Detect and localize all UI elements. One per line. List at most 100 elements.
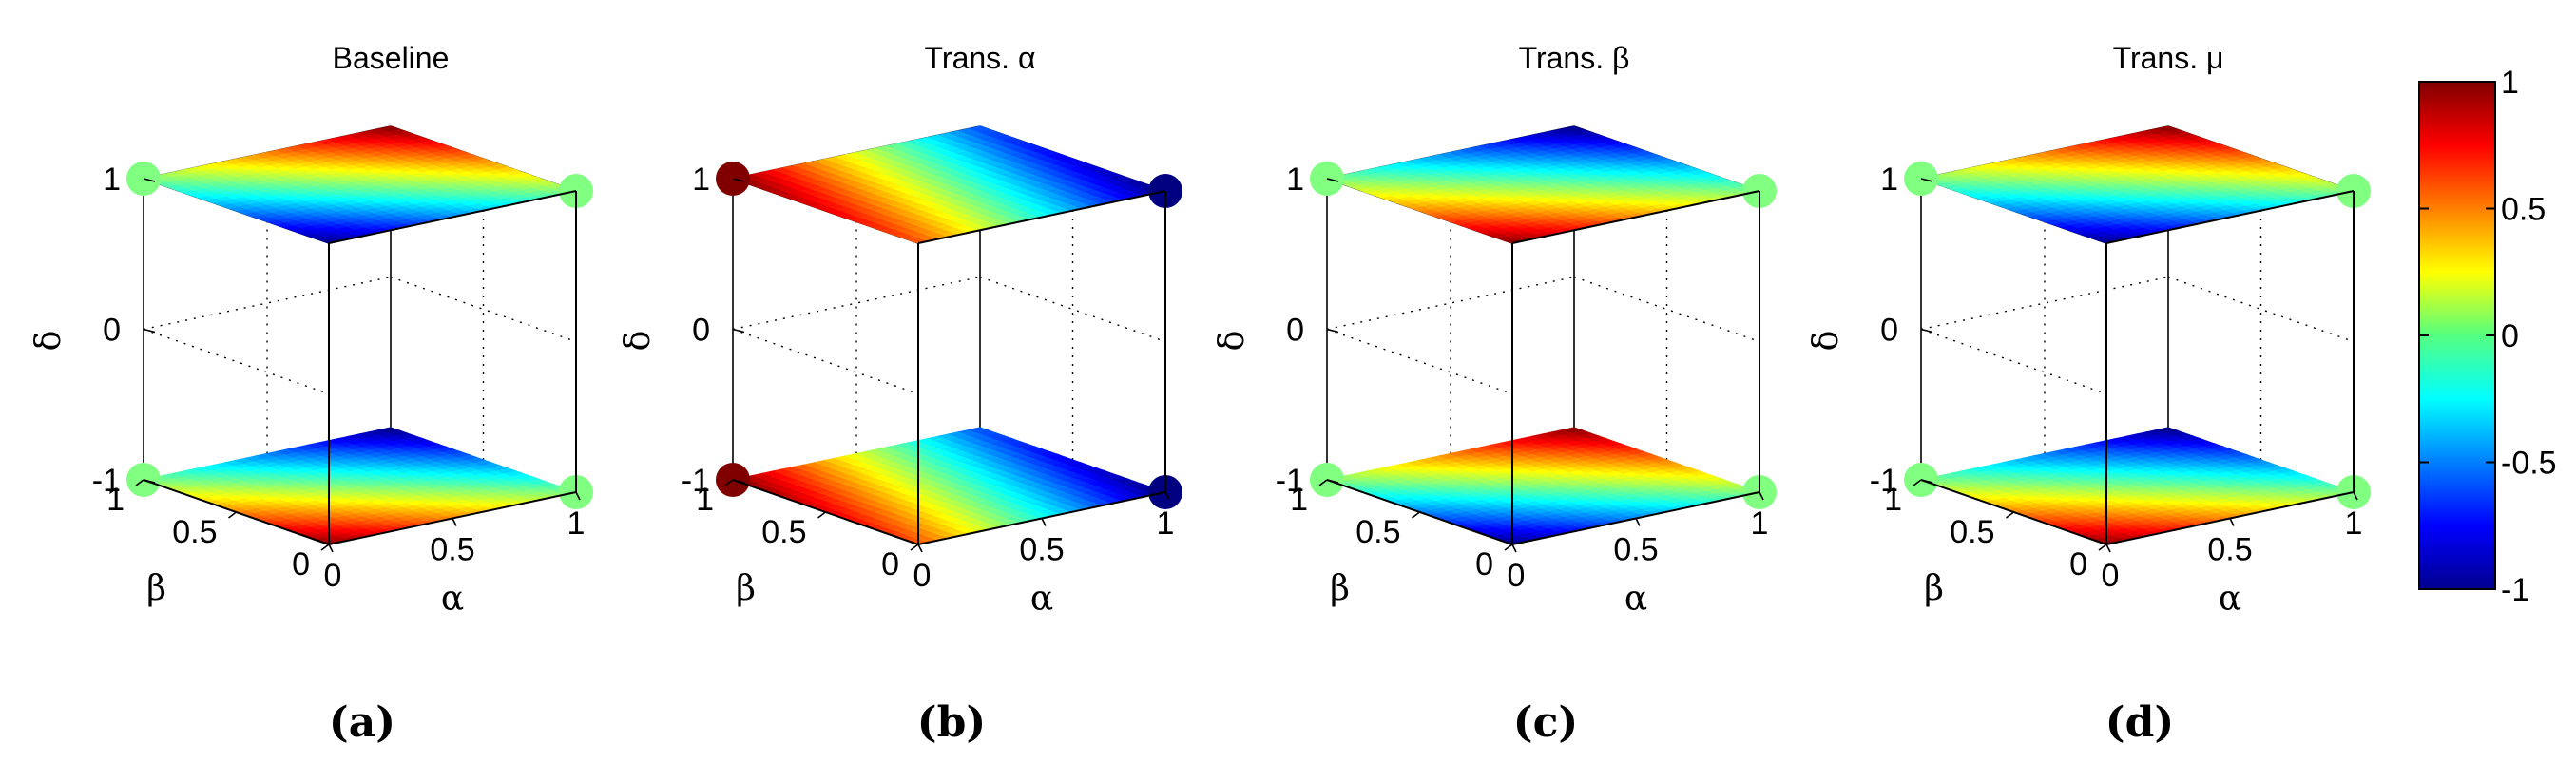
slice-delta-top: [716, 125, 1182, 244]
alpha-tick-mark: [2105, 544, 2111, 553]
grid-line-1: [390, 276, 577, 343]
zlabel: δ: [1807, 331, 1846, 352]
delta-tick-label: -1: [92, 463, 121, 499]
alpha-tick-label: 1: [1157, 505, 1175, 542]
zlabel: δ: [1213, 331, 1252, 352]
delta-tick-mark: [732, 328, 745, 334]
alpha-tick-label: 0.5: [2207, 532, 2252, 568]
box-edge-front-3: [328, 190, 577, 244]
alpha-tick-mark: [917, 544, 923, 553]
alpha-tick-label: 0.5: [1019, 532, 1064, 568]
delta-tick-mark: [143, 328, 156, 334]
ylabel: β: [736, 569, 756, 608]
beta-tick-label: 1: [696, 482, 714, 518]
beta-tick-label: 1: [1884, 482, 1902, 518]
beta-tick-mark: [320, 544, 330, 551]
panel-caption: (a): [329, 698, 395, 747]
delta-tick-label: 0: [1286, 313, 1304, 349]
slice-delta-top: [1310, 125, 1777, 244]
panel-caption: (b): [917, 698, 986, 747]
beta-tick-label: 1: [106, 482, 125, 518]
alpha-tick-label: 1: [2345, 505, 2363, 542]
delta-tick-label: 1: [1880, 162, 1898, 198]
grid-line-2: [1920, 328, 2107, 395]
beta-tick-label: 1: [1290, 482, 1308, 518]
grid-line-0: [732, 276, 981, 331]
colorbar-tick-label: 0: [2501, 318, 2519, 354]
alpha-tick-label: 1: [567, 505, 586, 542]
grid-line-1: [979, 276, 1166, 343]
panel-title: Trans. β: [1519, 41, 1630, 75]
delta-tick-label: 1: [103, 162, 121, 198]
colorbar-tick-label: 1: [2501, 65, 2519, 101]
slice-delta-bottom: [716, 427, 1182, 545]
surface-cell: [377, 125, 401, 132]
xlabel: α: [1030, 580, 1053, 619]
grid-line-2: [143, 328, 330, 395]
ylabel: β: [1924, 569, 1944, 608]
grid-line-0: [1326, 276, 1575, 331]
panel-title: Trans. μ: [2113, 41, 2224, 75]
alpha-tick-mark: [1635, 518, 1641, 526]
grid-line-1: [1573, 276, 1760, 343]
surface-cell: [377, 427, 401, 433]
alpha-tick-mark: [575, 491, 581, 501]
delta-tick-label: 0: [103, 313, 121, 349]
beta-tick-label: 0.5: [761, 514, 806, 550]
alpha-tick-mark: [452, 518, 457, 526]
delta-tick-mark: [143, 178, 156, 182]
beta-tick-mark: [1504, 544, 1513, 551]
ylabel: β: [146, 569, 166, 608]
grid-line-2: [1326, 328, 1513, 395]
beta-tick-label: 0.5: [1950, 514, 1994, 550]
slice-delta-bottom: [126, 427, 593, 545]
alpha-tick-mark: [1511, 544, 1517, 553]
alpha-tick-label: 0: [1508, 558, 1526, 594]
beta-tick-mark: [228, 511, 237, 519]
slice-delta-top: [126, 125, 593, 244]
ylabel: β: [1330, 569, 1350, 608]
colorbar: 10.50-0.5-1: [2418, 65, 2557, 608]
beta-tick-mark: [2098, 544, 2107, 551]
beta-tick-mark: [817, 511, 826, 519]
delta-tick-label: 0: [692, 313, 710, 349]
colorbar-tick-label: -0.5: [2501, 446, 2557, 482]
delta-tick-label: 1: [1286, 162, 1304, 198]
grid-line-1: [2167, 276, 2355, 343]
xlabel: α: [1624, 580, 1647, 619]
xlabel: α: [441, 580, 464, 619]
alpha-tick-label: 0.5: [1613, 532, 1658, 568]
alpha-tick-label: 0.5: [430, 532, 474, 568]
alpha-tick-label: 0: [324, 558, 342, 594]
alpha-tick-label: 0: [913, 558, 932, 594]
beta-tick-label: 0.5: [172, 514, 217, 550]
grid-lines: [732, 152, 1166, 460]
alpha-tick-mark: [1041, 518, 1047, 526]
xlabel: α: [2219, 580, 2241, 619]
grid-lines: [143, 152, 577, 460]
panel-title: Trans. α: [925, 41, 1036, 75]
alpha-tick-label: 0: [2102, 558, 2120, 594]
beta-tick-label: 0: [2069, 546, 2087, 582]
colorbar-tick-label: -1: [2501, 572, 2529, 608]
beta-tick-label: 0: [881, 546, 899, 582]
panel-caption: (d): [2105, 698, 2174, 747]
delta-tick-label: 1: [692, 162, 710, 198]
delta-tick-label: 0: [1880, 313, 1898, 349]
delta-tick-mark: [1920, 328, 1933, 334]
grid-line-0: [143, 276, 392, 331]
grid-line-2: [732, 328, 919, 395]
beta-tick-mark: [910, 544, 919, 551]
beta-tick-mark: [1412, 511, 1420, 519]
delta-tick-mark: [143, 479, 156, 484]
slice-delta-top: [1904, 125, 2371, 244]
beta-tick-mark: [2006, 511, 2014, 519]
alpha-tick-mark: [2229, 518, 2235, 526]
panel-title: Baseline: [333, 41, 450, 75]
grid-line-0: [1920, 276, 2169, 331]
